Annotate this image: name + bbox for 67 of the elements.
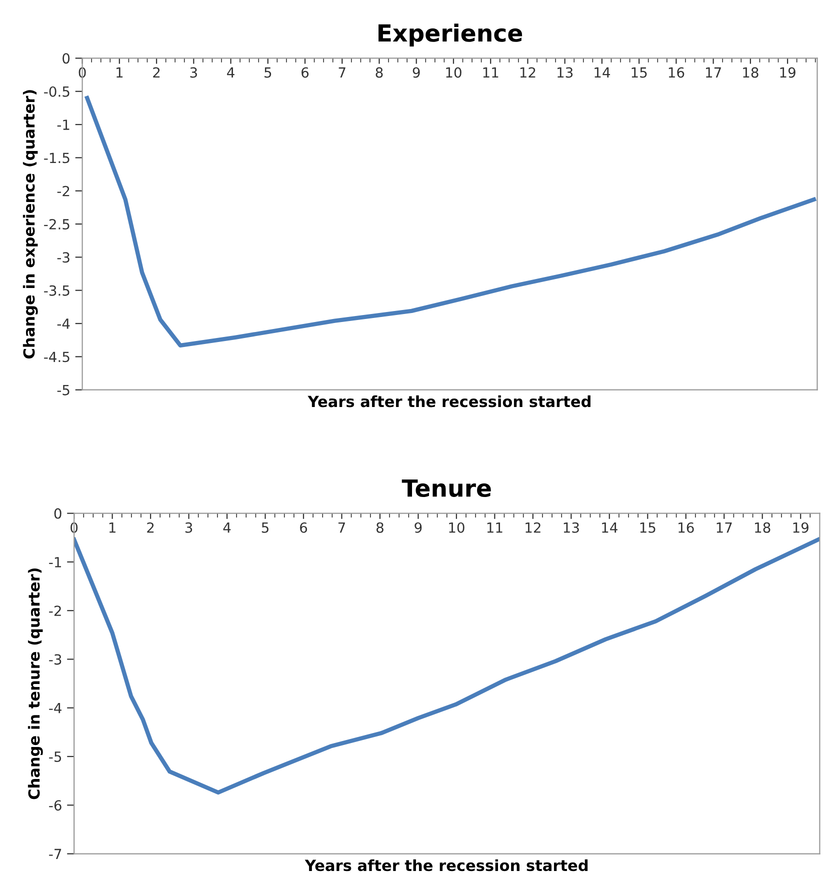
- x-tick-label: 0: [78, 67, 86, 78]
- x-tick-label: 19: [793, 522, 808, 533]
- x-tick-label: 17: [716, 522, 732, 533]
- y-tick-label: -2: [49, 606, 61, 616]
- y-axis-title: Change in tenure (quarter): [28, 568, 43, 800]
- line-series: [74, 538, 820, 795]
- y-tick-label: -1: [49, 557, 61, 568]
- y-tick-label: 0: [62, 53, 70, 64]
- y-tick-label: -7: [49, 848, 62, 860]
- x-tick-label: 15: [632, 67, 647, 78]
- y-tick-label: -4: [49, 703, 62, 714]
- x-tick-label: 13: [558, 67, 573, 78]
- y-axis-title: Change in experience (quarter): [22, 90, 38, 358]
- x-tick-label: 15: [640, 522, 656, 533]
- x-tick-label: 18: [743, 67, 758, 78]
- x-tick-label: 9: [412, 67, 420, 78]
- y-tick-label: -1: [57, 120, 70, 130]
- chart-title: Tenure: [402, 479, 491, 497]
- x-tick-label: 1: [116, 67, 123, 78]
- x-tick-label: 17: [706, 67, 721, 78]
- y-tick-label: -2: [57, 186, 70, 196]
- x-tick-label: 14: [602, 522, 618, 533]
- y-tick-label: -2.5: [44, 218, 70, 230]
- x-tick-label: 8: [376, 522, 384, 533]
- x-tick-label: 3: [185, 522, 192, 533]
- x-tick-label: 12: [520, 67, 536, 78]
- y-tick-label: -5: [49, 752, 62, 762]
- x-tick-label: 9: [414, 522, 422, 533]
- y-tick-label: -4.5: [44, 352, 70, 362]
- x-tick-label: 18: [755, 522, 770, 533]
- x-axis-title: Years after the recession started: [304, 859, 588, 872]
- x-tick-label: 2: [147, 522, 154, 533]
- y-tick-label: -3: [57, 252, 70, 263]
- x-tick-label: 8: [376, 67, 383, 78]
- y-tick-label: -3: [49, 654, 62, 665]
- x-tick-label: 12: [526, 522, 540, 533]
- x-tick-label: 10: [449, 522, 464, 533]
- x-tick-label: 7: [338, 522, 345, 533]
- x-tick-label: 1: [109, 522, 116, 533]
- x-tick-label: 10: [446, 67, 462, 78]
- y-tick-label: -3.5: [44, 285, 70, 296]
- y-tick-label: -6: [49, 800, 62, 811]
- x-tick-label: 11: [487, 522, 502, 533]
- x-tick-label: 6: [302, 67, 309, 78]
- x-tick-label: 5: [264, 67, 272, 78]
- chart-title: Experience: [378, 24, 522, 46]
- x-tick-label: 19: [780, 67, 796, 78]
- y-tick-label: -4: [57, 318, 70, 329]
- x-tick-label: 4: [223, 522, 231, 533]
- x-tick-label: 13: [564, 522, 579, 533]
- y-tick-label: -0.5: [44, 86, 70, 97]
- x-tick-label: 2: [153, 67, 160, 78]
- x-tick-label: 6: [300, 522, 308, 533]
- x-tick-label: 4: [227, 67, 234, 78]
- y-tick-label: 0: [54, 508, 62, 519]
- y-tick-label: -1.5: [44, 152, 70, 164]
- x-tick-label: 5: [262, 522, 268, 533]
- x-tick-label: 16: [668, 67, 684, 78]
- x-tick-label: 14: [594, 67, 610, 78]
- y-tick-label: -5: [57, 384, 70, 396]
- x-tick-label: 11: [483, 67, 498, 78]
- x-tick-label: 0: [70, 522, 78, 533]
- x-tick-label: 16: [678, 522, 694, 533]
- line-series: [85, 96, 816, 348]
- x-tick-label: 7: [338, 67, 346, 78]
- x-tick-label: 3: [190, 67, 197, 78]
- x-axis-title: Years after the recession started: [308, 395, 590, 408]
